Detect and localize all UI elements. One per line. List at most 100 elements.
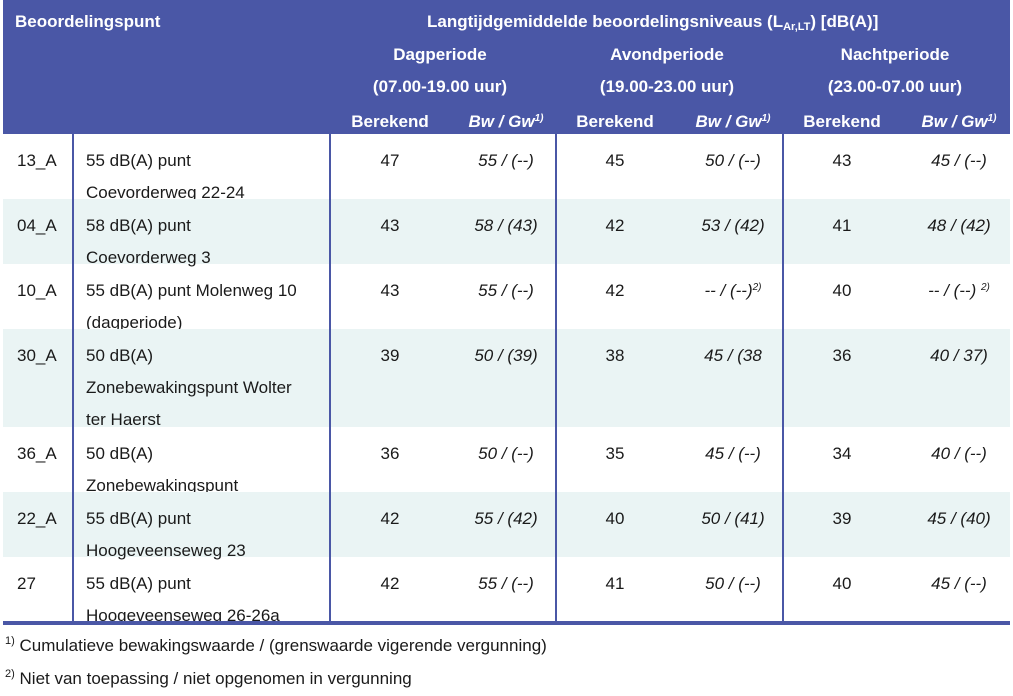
cell-value: 40 / 37) [930, 346, 988, 365]
table-row: 30_A 50 dB(A) Zonebewakingspunt Wolter ter … [3, 329, 1010, 429]
description-line: 50 dB(A) [86, 346, 154, 365]
cell-n-bw: 40 / (--) [899, 438, 1013, 470]
cell-d-ber: 47 [334, 145, 446, 177]
column-divider [555, 134, 557, 621]
main-title-sub: Ar,LT [783, 21, 811, 33]
cell-id: 36_A [17, 444, 57, 463]
cell-value: -- / (--) [928, 281, 981, 300]
footnote-mark: 1) [5, 635, 15, 647]
description-line: Hoogeveenseweg 26-26a [86, 606, 280, 625]
cell-value: 55 / (--) [478, 151, 534, 170]
cell-description: 55 dB(A) punt Molenweg 10 (dagperiode) [86, 275, 297, 339]
period-hours-avond: (19.00-23.00 uur) [599, 77, 735, 96]
table-row: 36_A 50 dB(A) Zonebewakingspunt 36 50 / (--)… [3, 427, 1013, 495]
cell-d-ber: 42 [334, 568, 446, 600]
column-divider [329, 134, 331, 621]
table-row: 04_A 58 dB(A) punt Coevorderweg 3 43 58 / (4… [3, 199, 1013, 267]
cell-a-bw: 53 / (42) [673, 210, 793, 242]
period-name-dag: Dagperiode [393, 45, 487, 64]
cell-description: 55 dB(A) punt Coevorderweg 22-24 [86, 145, 245, 209]
cell-value: 38 [605, 346, 625, 365]
description-line: ter Haerst [86, 410, 161, 429]
cell-d-ber: 43 [334, 210, 446, 242]
subheader-bwgw-dag: Bw / Gw1) [446, 112, 566, 132]
footnote-ref-1: 1) [534, 113, 544, 124]
table-row: 10_A 55 dB(A) punt Molenweg 10 (dagperiode… [3, 264, 1013, 332]
cell-a-bw: 45 / (38 [673, 340, 793, 372]
cell-value: 50 / (--) [705, 151, 761, 170]
subheader-bwgw-text: Bw / Gw [468, 112, 535, 131]
cell-a-bw: 50 / (--) [673, 568, 793, 600]
period-hours-nacht: (23.00-07.00 uur) [827, 77, 963, 96]
cell-id: 04_A [17, 216, 57, 235]
subheader-berekend-avond: Berekend [576, 112, 654, 131]
footnote-ref-1: 1) [987, 113, 997, 124]
cell-a-bw: 50 / (41) [673, 503, 793, 535]
cell-value: 55 / (--) [478, 281, 534, 300]
cell-d-bw: 55 / (--) [446, 145, 566, 177]
cell-value: 55 / (42) [474, 509, 538, 528]
cell-value: 45 / (--) [931, 151, 987, 170]
cell-value: -- / (--) [704, 281, 753, 300]
cell-a-ber: 35 [559, 438, 671, 470]
cell-value: 45 / (--) [705, 444, 761, 463]
description-line: Coevorderweg 22-24 [86, 183, 245, 202]
description-line: 55 dB(A) punt [86, 151, 191, 170]
cell-description: 50 dB(A) Zonebewakingspunt [86, 438, 238, 502]
cell-d-ber: 36 [334, 438, 446, 470]
description-line: 55 dB(A) punt [86, 574, 191, 593]
subheader-bwgw-text: Bw / Gw [695, 112, 762, 131]
description-line: 55 dB(A) punt Molenweg 10 [86, 281, 297, 300]
cell-d-ber: 42 [334, 503, 446, 535]
period-name-nacht: Nachtperiode [840, 45, 950, 64]
cell-value: 39 [380, 346, 400, 365]
footnote-1: 1) Cumulatieve bewakingswaarde / (grensw… [5, 636, 547, 656]
cell-n-bw: 45 / (--) [899, 568, 1013, 600]
description-line: 55 dB(A) punt [86, 509, 191, 528]
description-line: 58 dB(A) punt [86, 216, 191, 235]
subheader-bwgw-text: Bw / Gw [921, 112, 988, 131]
table-row: 27 55 dB(A) punt Hoogeveenseweg 26-26a 42 55… [3, 557, 1013, 625]
cell-description: 55 dB(A) punt Hoogeveenseweg 26-26a [86, 568, 280, 632]
table-body: 13_A 55 dB(A) punt Coevorderweg 22-24 47 55 … [3, 134, 1013, 625]
description-line: Coevorderweg 3 [86, 248, 211, 267]
cell-value: 39 [832, 509, 852, 528]
cell-a-bw: -- / (--)2) [673, 275, 793, 307]
cell-n-ber: 41 [786, 210, 898, 242]
cell-n-bw: -- / (--) 2) [899, 275, 1013, 307]
cell-id: 10_A [17, 281, 57, 300]
footnote-2: 2) Niet van toepassing / niet opgenomen … [5, 669, 412, 689]
cell-a-ber: 42 [559, 210, 671, 242]
cell-value: 34 [832, 444, 852, 463]
cell-d-bw: 55 / (--) [446, 568, 566, 600]
period-name-avond: Avondperiode [610, 45, 724, 64]
cell-value: 41 [605, 574, 625, 593]
description-line: (dagperiode) [86, 313, 183, 332]
cell-n-ber: 43 [786, 145, 898, 177]
cell-value: 36 [380, 444, 400, 463]
cell-value: 50 / (39) [474, 346, 538, 365]
cell-value: 40 [605, 509, 625, 528]
cell-n-ber: 34 [786, 438, 898, 470]
cell-value: 45 / (40) [927, 509, 991, 528]
cell-value: 40 / (--) [931, 444, 987, 463]
cell-a-ber: 38 [559, 340, 671, 372]
cell-value: 45 [605, 151, 625, 170]
footnote-ref-1: 1) [761, 113, 771, 124]
cell-description: 50 dB(A) Zonebewakingspunt Wolter ter Haer… [86, 340, 292, 436]
footnote-ref-2: 2) [752, 282, 762, 293]
cell-value: 45 / (--) [931, 574, 987, 593]
description-line: Zonebewakingspunt [86, 476, 239, 495]
cell-value: 50 / (--) [705, 574, 761, 593]
table-row: 13_A 55 dB(A) punt Coevorderweg 22-24 47 55 … [3, 134, 1010, 202]
cell-n-bw: 48 / (42) [899, 210, 1013, 242]
cell-a-ber: 40 [559, 503, 671, 535]
cell-n-bw: 45 / (40) [899, 503, 1013, 535]
cell-a-ber: 45 [559, 145, 671, 177]
cell-value: 50 / (--) [478, 444, 534, 463]
description-line: Hoogeveenseweg 23 [86, 541, 246, 560]
cell-d-bw: 50 / (--) [446, 438, 566, 470]
cell-description: 55 dB(A) punt Hoogeveenseweg 23 [86, 503, 246, 567]
cell-description: 58 dB(A) punt Coevorderweg 3 [86, 210, 211, 274]
cell-d-bw: 50 / (39) [446, 340, 566, 372]
